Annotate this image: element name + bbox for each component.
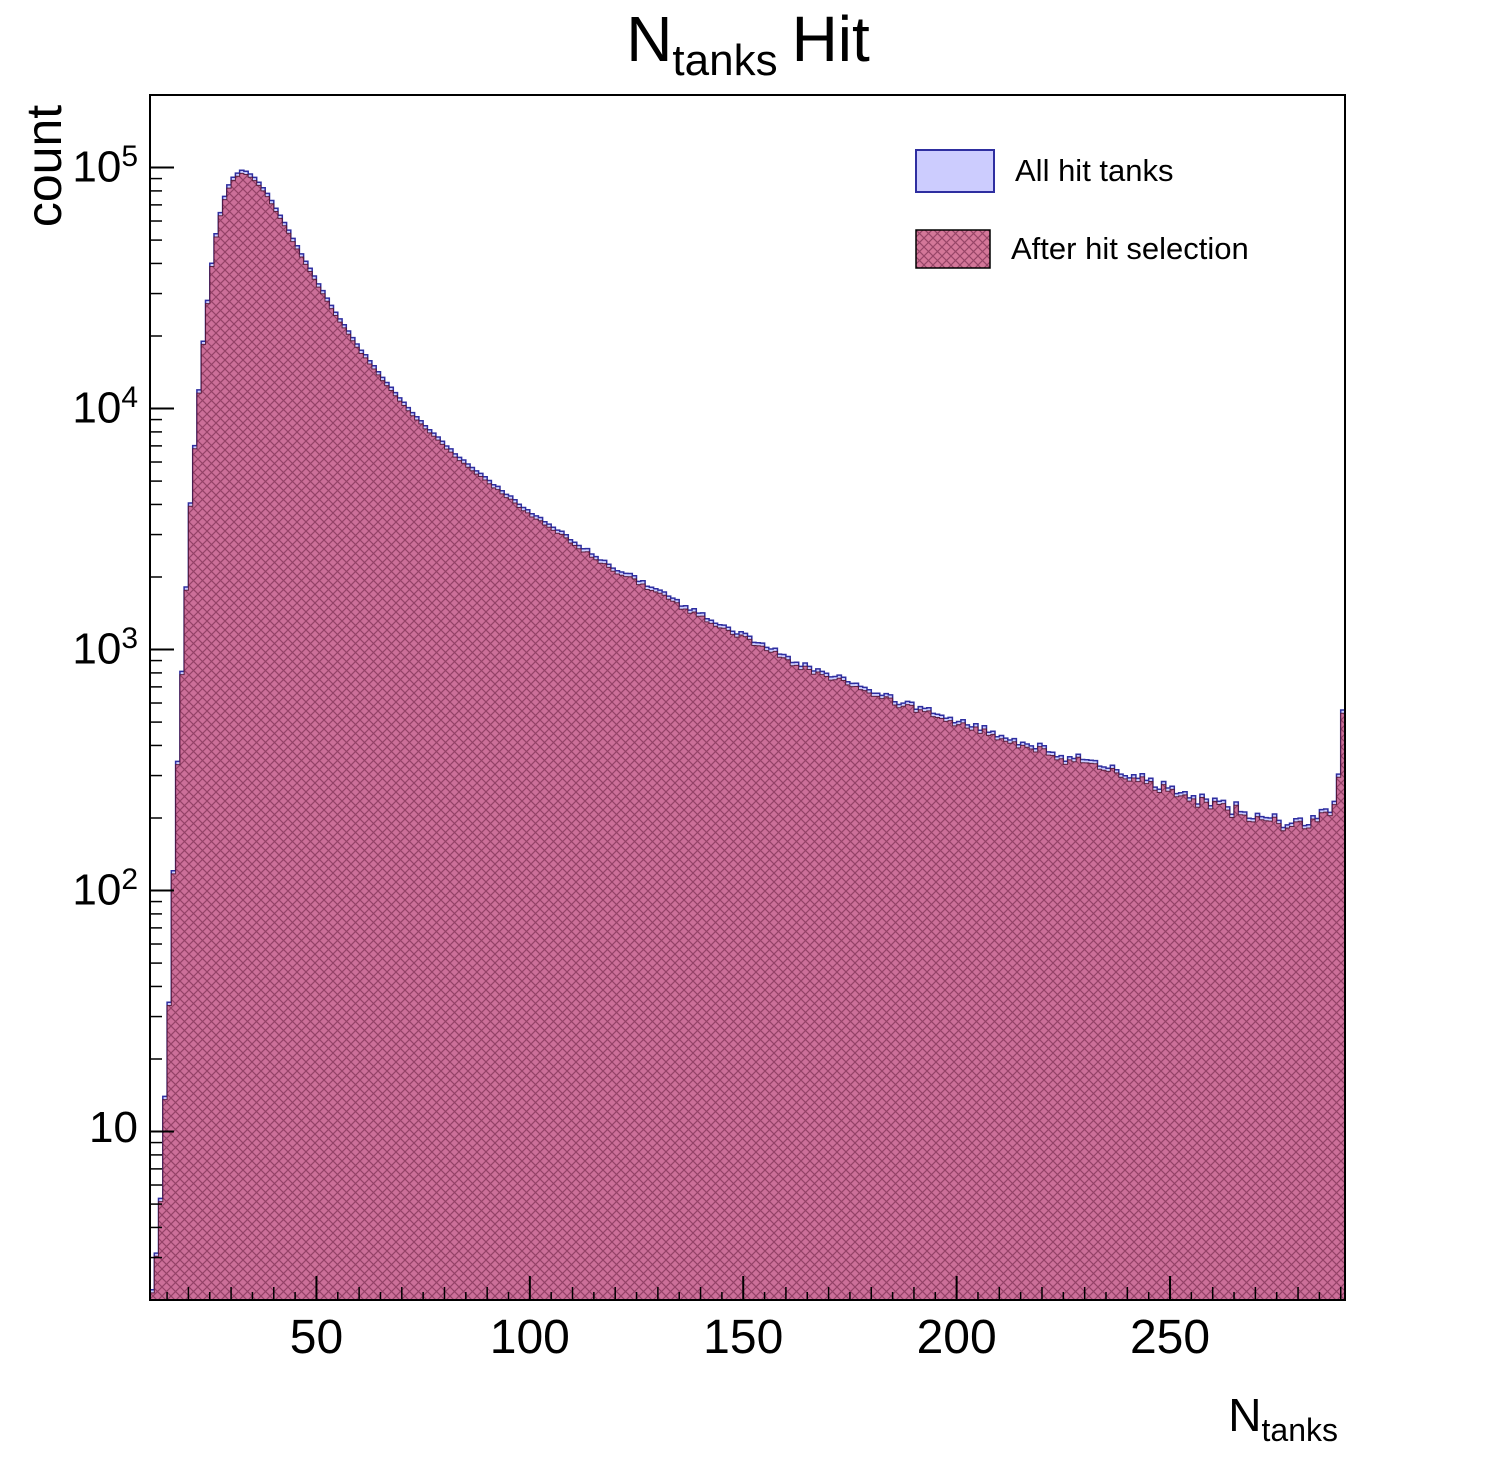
y-tick-label: 102 bbox=[72, 862, 138, 915]
legend-item-after-hit-selection: After hit selection bbox=[915, 228, 1249, 270]
y-tick-label: 10 bbox=[89, 1102, 138, 1152]
legend-swatch-hatch bbox=[915, 229, 991, 269]
x-tick-label: 50 bbox=[289, 1311, 344, 1364]
legend-item-all-hit-tanks: All hit tanks bbox=[915, 149, 1249, 193]
legend: All hit tanks After hit selection bbox=[915, 149, 1249, 306]
y-tick-label: 103 bbox=[72, 621, 138, 674]
x-axis-title-subscript: tanks bbox=[1261, 1412, 1338, 1449]
legend-swatch-solid bbox=[915, 149, 995, 193]
axis-ticks bbox=[150, 166, 1342, 1300]
x-tick-label: 150 bbox=[703, 1311, 784, 1364]
chart-title: Ntanks Hit bbox=[0, 4, 1496, 85]
x-tick-label: 100 bbox=[489, 1311, 570, 1364]
x-axis-title-prefix: N bbox=[1228, 1389, 1262, 1441]
legend-label: All hit tanks bbox=[1015, 153, 1174, 188]
chart-title-subscript: tanks bbox=[672, 35, 778, 85]
x-tick-label: 250 bbox=[1129, 1311, 1211, 1364]
y-tick-label: 105 bbox=[72, 139, 138, 192]
chart-title-suffix: Hit bbox=[791, 3, 870, 75]
y-tick-label: 104 bbox=[72, 380, 138, 433]
legend-label: After hit selection bbox=[1011, 231, 1249, 266]
x-tick-label: 200 bbox=[916, 1311, 997, 1364]
plot-frame bbox=[149, 94, 1346, 1301]
histogram-after-hit-selection bbox=[149, 172, 1346, 1301]
x-axis-title: Ntanks bbox=[1228, 1388, 1338, 1449]
chart-title-prefix: N bbox=[626, 3, 673, 75]
